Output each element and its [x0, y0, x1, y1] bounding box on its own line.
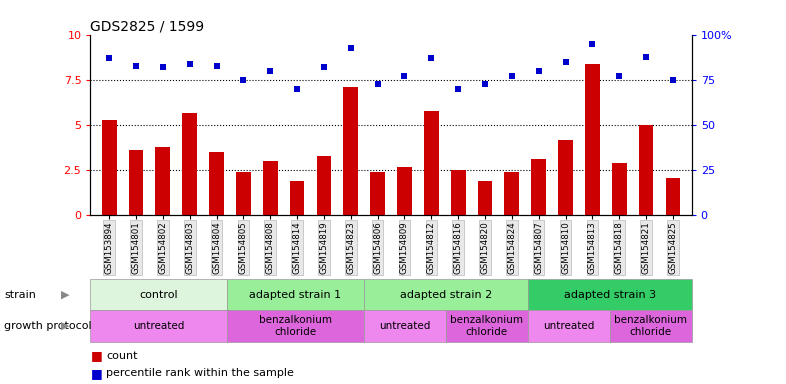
Bar: [527, 310, 610, 342]
Point: [211, 63, 223, 69]
Bar: [666, 177, 680, 215]
Bar: [505, 172, 520, 215]
Text: ▶: ▶: [61, 290, 69, 300]
Point: [399, 73, 411, 79]
Bar: [558, 140, 573, 215]
Point: [237, 77, 250, 83]
Text: benzalkonium
chloride: benzalkonium chloride: [614, 315, 687, 337]
Point: [586, 41, 599, 47]
Text: benzalkonium
chloride: benzalkonium chloride: [259, 315, 332, 337]
Point: [344, 45, 357, 51]
Bar: [424, 111, 439, 215]
Bar: [370, 172, 385, 215]
Bar: [227, 310, 364, 342]
Text: benzalkonium
chloride: benzalkonium chloride: [450, 315, 523, 337]
Bar: [182, 113, 197, 215]
Text: ▶: ▶: [61, 321, 69, 331]
Bar: [610, 310, 692, 342]
Point: [318, 65, 330, 71]
Point: [130, 63, 142, 69]
Bar: [585, 64, 600, 215]
Bar: [236, 172, 251, 215]
Point: [156, 65, 169, 71]
Text: ■: ■: [90, 349, 102, 362]
Bar: [612, 163, 626, 215]
Bar: [343, 87, 358, 215]
Bar: [102, 120, 116, 215]
Bar: [364, 279, 527, 310]
Point: [264, 68, 277, 74]
Point: [640, 53, 652, 60]
Point: [505, 73, 518, 79]
Bar: [639, 125, 653, 215]
Point: [559, 59, 571, 65]
Text: growth protocol: growth protocol: [4, 321, 91, 331]
Bar: [227, 279, 364, 310]
Point: [183, 61, 196, 67]
Text: adapted strain 1: adapted strain 1: [249, 290, 341, 300]
Bar: [478, 181, 492, 215]
Bar: [531, 159, 546, 215]
Bar: [527, 279, 692, 310]
Point: [613, 73, 626, 79]
Bar: [209, 152, 224, 215]
Text: untreated: untreated: [133, 321, 185, 331]
Bar: [397, 167, 412, 215]
Bar: [446, 310, 527, 342]
Bar: [263, 161, 277, 215]
Bar: [129, 151, 143, 215]
Bar: [364, 310, 446, 342]
Point: [667, 77, 679, 83]
Bar: [317, 156, 332, 215]
Text: ■: ■: [90, 367, 102, 380]
Point: [452, 86, 465, 92]
Text: count: count: [106, 351, 138, 361]
Text: untreated: untreated: [379, 321, 431, 331]
Bar: [156, 147, 171, 215]
Bar: [450, 170, 465, 215]
Text: strain: strain: [4, 290, 36, 300]
Point: [371, 81, 384, 87]
Point: [479, 81, 491, 87]
Point: [103, 55, 116, 61]
Text: percentile rank within the sample: percentile rank within the sample: [106, 368, 294, 378]
Bar: [290, 181, 304, 215]
Text: adapted strain 2: adapted strain 2: [399, 290, 492, 300]
Point: [532, 68, 545, 74]
Point: [291, 86, 303, 92]
Text: control: control: [139, 290, 178, 300]
Bar: [90, 310, 227, 342]
Text: adapted strain 3: adapted strain 3: [564, 290, 656, 300]
Bar: [90, 279, 227, 310]
Text: GDS2825 / 1599: GDS2825 / 1599: [90, 20, 204, 34]
Text: untreated: untreated: [543, 321, 594, 331]
Point: [425, 55, 438, 61]
